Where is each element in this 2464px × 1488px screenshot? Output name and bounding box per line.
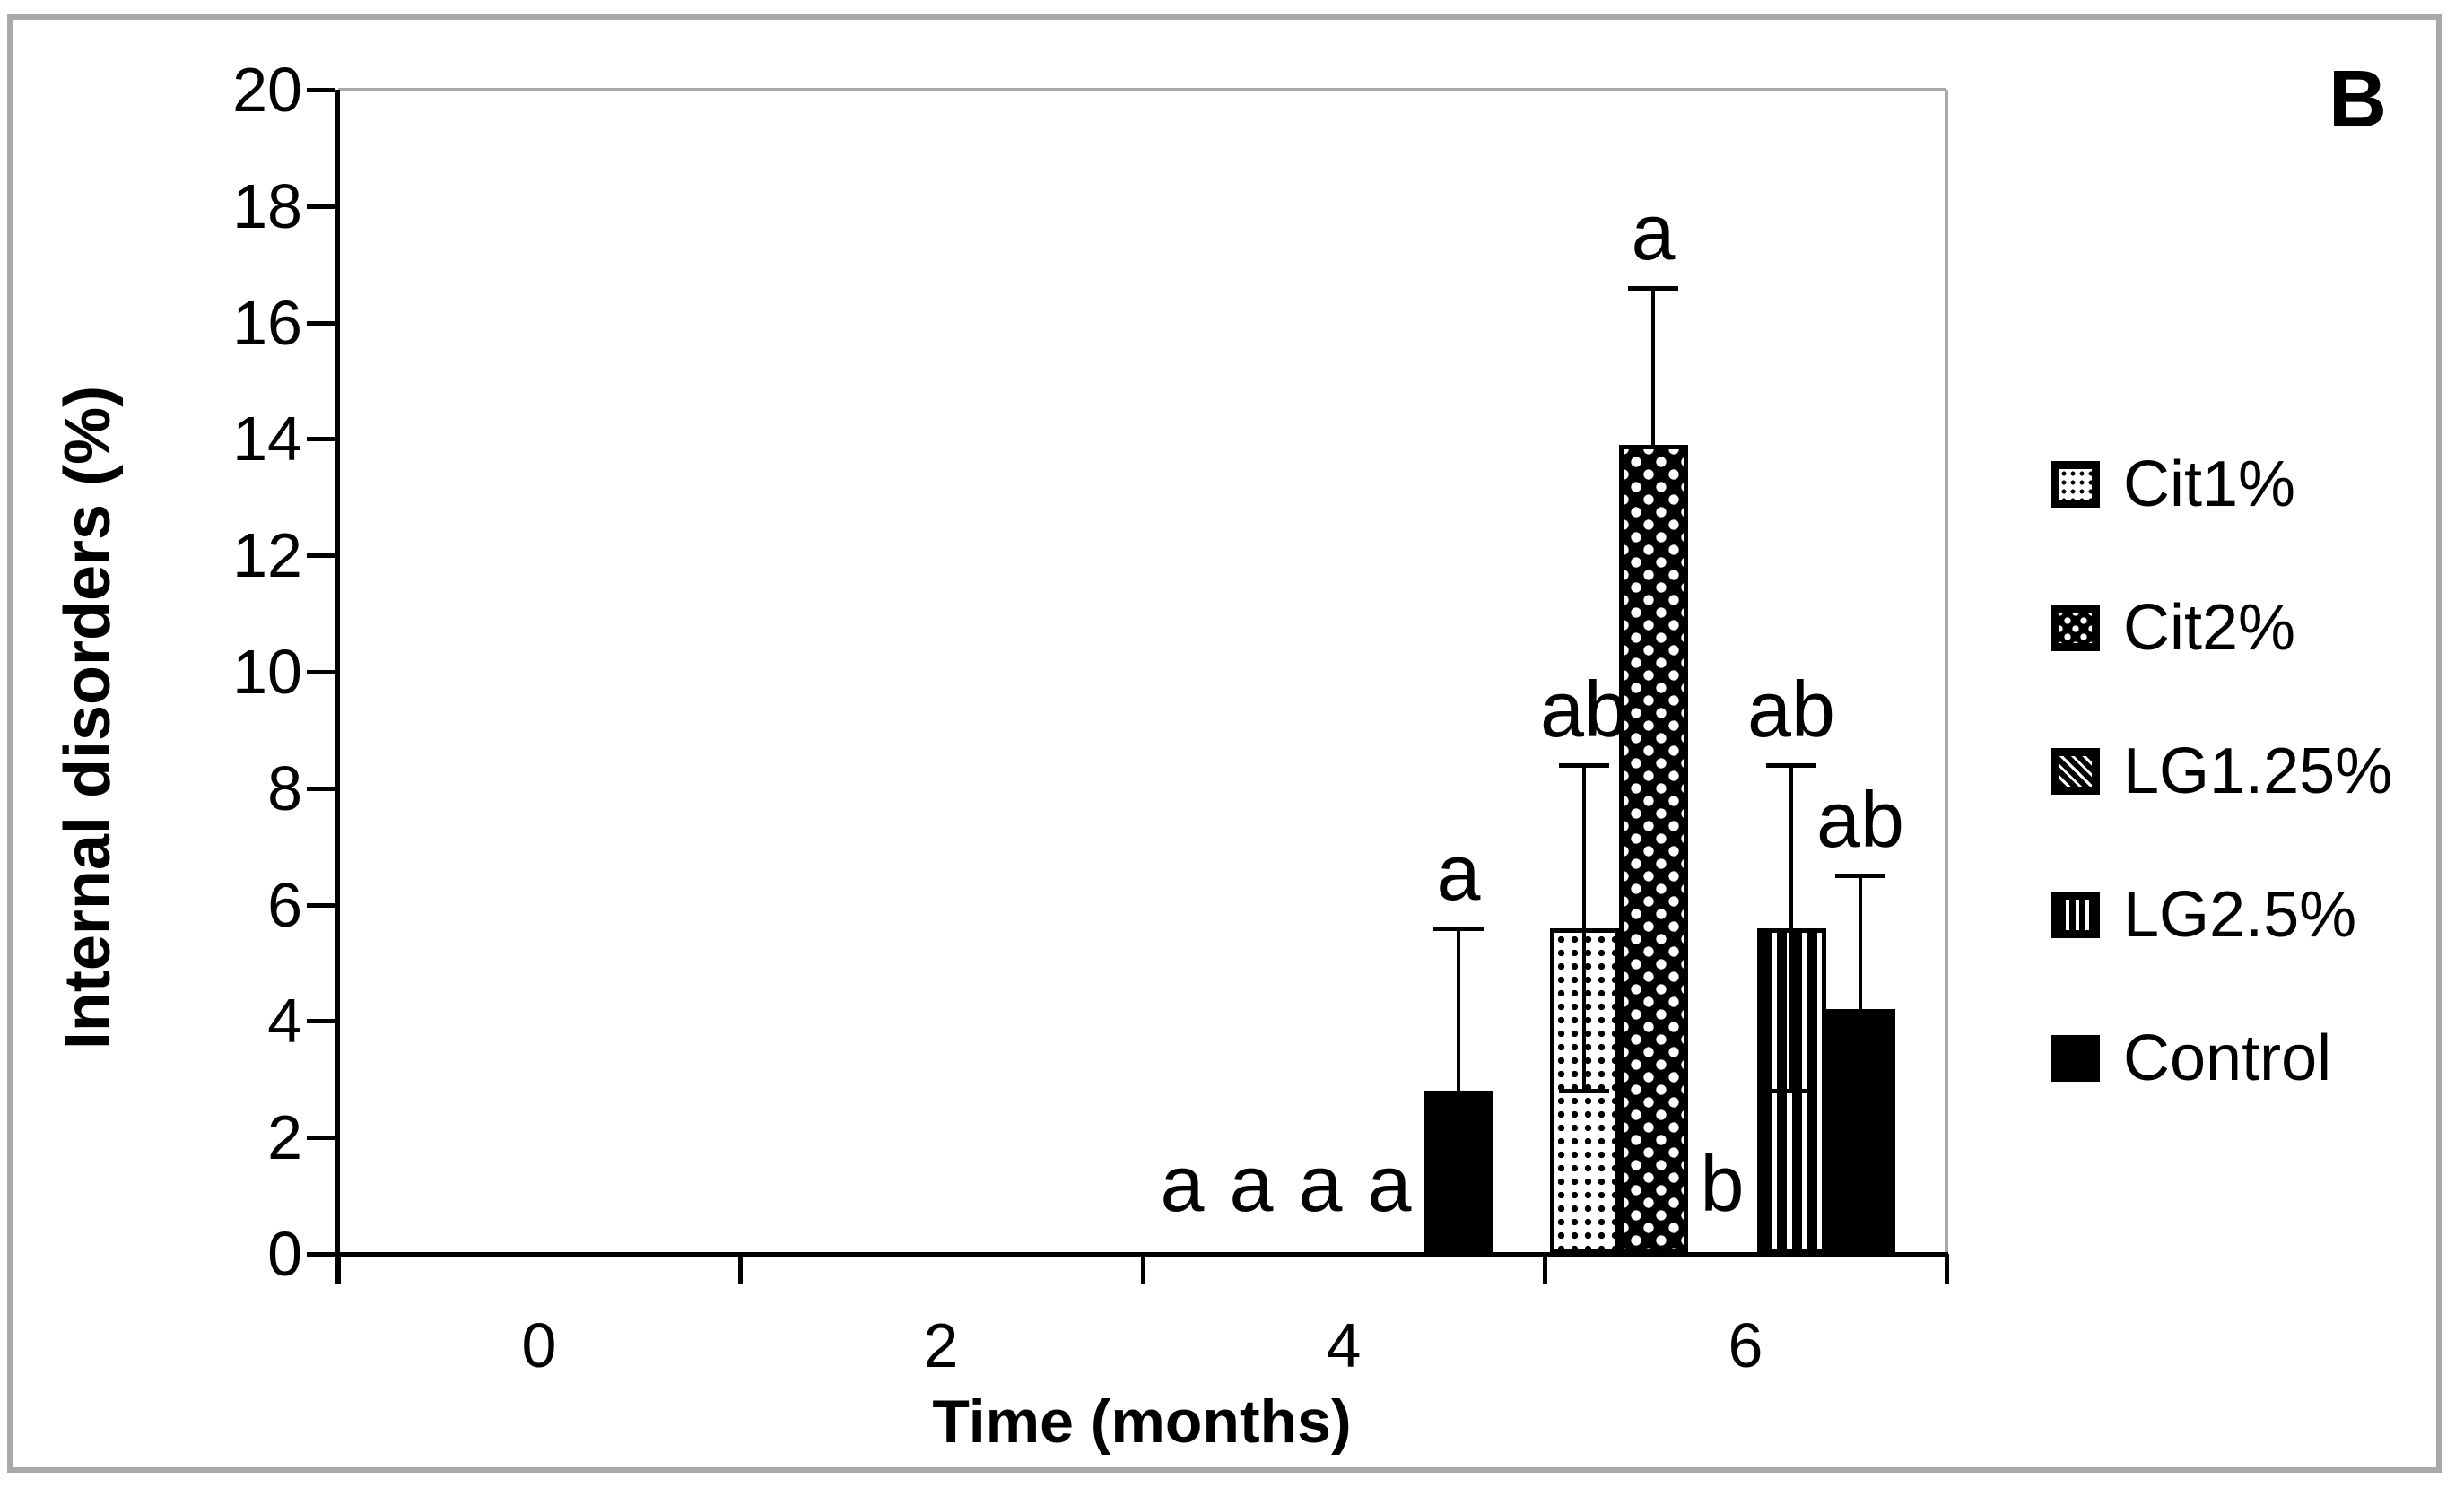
y-tick-label: 18 bbox=[232, 171, 302, 241]
error-bar-line-lower bbox=[1789, 928, 1793, 1092]
bar-Cit2%-month6 bbox=[1619, 445, 1688, 1254]
y-tick-label: 8 bbox=[267, 753, 302, 823]
significance-letter: a bbox=[1229, 1139, 1274, 1228]
y-tick-label: 12 bbox=[232, 520, 302, 590]
significance-letter: a bbox=[1298, 1139, 1343, 1228]
y-tick bbox=[307, 553, 335, 558]
error-bar-line bbox=[1859, 875, 1862, 1009]
x-tick-label: 6 bbox=[1728, 1310, 1763, 1380]
panel-label: B bbox=[2329, 55, 2387, 144]
legend-label: LG1.25% bbox=[2123, 735, 2393, 807]
x-tick-label: 4 bbox=[1326, 1310, 1362, 1380]
y-tick-label: 6 bbox=[267, 870, 302, 940]
x-tick bbox=[1543, 1254, 1547, 1284]
bar-Control-month6 bbox=[1826, 1009, 1895, 1254]
figure-border bbox=[7, 14, 2442, 1473]
error-bar-cap bbox=[1559, 763, 1609, 768]
error-bar-line bbox=[1651, 288, 1655, 445]
y-tick bbox=[307, 1252, 335, 1257]
y-tick bbox=[307, 1019, 335, 1023]
y-tick-label: 10 bbox=[232, 637, 302, 707]
legend-label: Control bbox=[2123, 1022, 2332, 1094]
error-bar-line-lower bbox=[1582, 928, 1586, 1092]
y-tick-label: 20 bbox=[232, 55, 302, 125]
legend-label: Cit1% bbox=[2123, 448, 2296, 520]
error-bar-cap bbox=[1433, 927, 1484, 931]
y-tick-label: 16 bbox=[232, 288, 302, 358]
white-dots-on-black-swatch-icon bbox=[2051, 605, 2100, 651]
legend-item-LG2.5%: LG2.5% bbox=[2051, 883, 2356, 947]
error-bar-cap bbox=[1835, 874, 1885, 878]
plot-top-border bbox=[338, 88, 1946, 91]
error-bar-cap bbox=[1766, 763, 1816, 768]
significance-letter: ab bbox=[1747, 665, 1835, 753]
y-tick bbox=[307, 903, 335, 908]
significance-letter: ab bbox=[1540, 665, 1628, 753]
error-bar-cap bbox=[1628, 286, 1678, 291]
legend-label: Cit2% bbox=[2123, 592, 2296, 664]
solid-swatch-icon bbox=[2051, 1035, 2100, 1082]
x-tick bbox=[738, 1254, 743, 1284]
y-tick-label: 4 bbox=[267, 986, 302, 1056]
dot-grid-swatch-icon bbox=[2051, 461, 2100, 508]
diagonal-stripes-swatch-icon bbox=[2051, 748, 2100, 795]
plot-right-border bbox=[1945, 90, 1948, 1254]
significance-letter: ab bbox=[1816, 775, 1904, 864]
x-tick-label: 2 bbox=[923, 1310, 959, 1380]
error-bar-line bbox=[1789, 765, 1793, 928]
vertical-stripes-swatch-icon bbox=[2051, 892, 2100, 938]
bar-Control-month4 bbox=[1424, 1091, 1493, 1254]
x-tick bbox=[1945, 1254, 1949, 1284]
y-tick bbox=[307, 1136, 335, 1140]
y-tick-label: 14 bbox=[232, 404, 302, 474]
legend-item-Cit2%: Cit2% bbox=[2051, 596, 2295, 660]
significance-letter: a bbox=[1367, 1139, 1412, 1228]
y-tick bbox=[307, 88, 335, 92]
y-tick bbox=[307, 437, 335, 441]
x-tick-label: 0 bbox=[521, 1310, 557, 1380]
error-bar-line bbox=[1457, 928, 1460, 1092]
y-tick bbox=[307, 787, 335, 791]
significance-letter: a bbox=[1436, 828, 1481, 917]
significance-letter: b bbox=[1700, 1139, 1745, 1228]
legend-item-Control: Control bbox=[2051, 1026, 2331, 1091]
y-tick-label: 0 bbox=[267, 1219, 302, 1289]
y-tick-label: 2 bbox=[267, 1102, 302, 1172]
significance-letter: a bbox=[1160, 1139, 1205, 1228]
error-bar-cap-lower bbox=[1766, 1089, 1816, 1093]
significance-letter: a bbox=[1631, 187, 1676, 276]
x-tick bbox=[336, 1254, 341, 1284]
y-tick bbox=[307, 670, 335, 674]
error-bar-cap-lower bbox=[1559, 1089, 1609, 1093]
x-axis-title: Time (months) bbox=[932, 1388, 1352, 1456]
y-tick bbox=[307, 321, 335, 326]
legend-label: LG2.5% bbox=[2123, 879, 2357, 951]
legend-item-LG1.25%: LG1.25% bbox=[2051, 739, 2392, 804]
y-tick bbox=[307, 204, 335, 209]
y-axis-line bbox=[335, 90, 340, 1284]
x-tick bbox=[1141, 1254, 1145, 1284]
legend-item-Cit1%: Cit1% bbox=[2051, 452, 2295, 517]
x-axis-line bbox=[311, 1252, 1948, 1257]
error-bar-line bbox=[1582, 765, 1586, 928]
